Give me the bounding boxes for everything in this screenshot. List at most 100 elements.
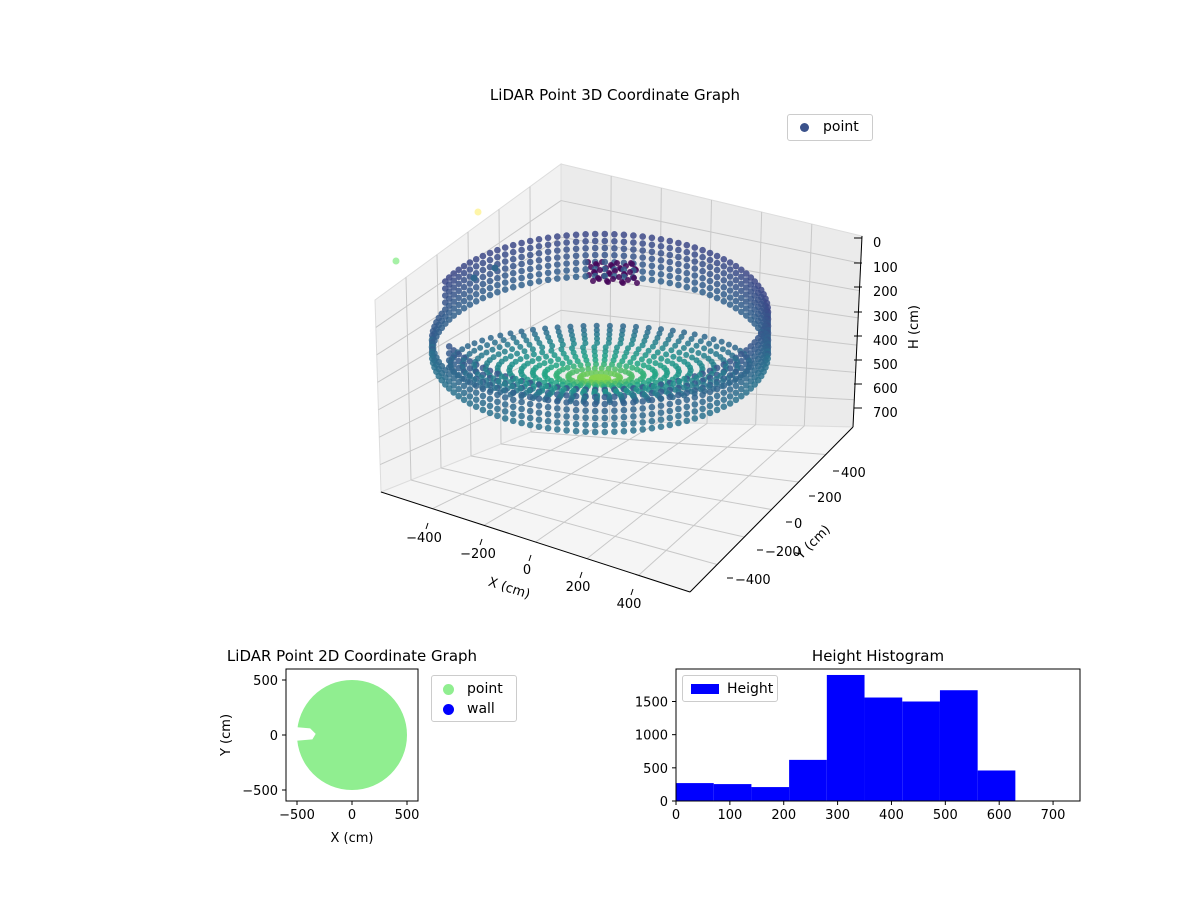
data-point <box>471 347 478 354</box>
data-point <box>521 348 528 355</box>
data-point <box>563 354 570 361</box>
data-point <box>479 294 487 302</box>
data-point <box>460 382 468 390</box>
data-point <box>518 267 525 275</box>
data-point <box>450 389 458 396</box>
data-point <box>718 338 725 345</box>
data-point <box>706 402 714 410</box>
data-point <box>699 267 706 275</box>
data-point <box>486 277 494 285</box>
data-point <box>658 355 665 362</box>
data-point <box>479 266 487 274</box>
data-point <box>639 412 646 419</box>
y-tick-label: 500 <box>643 762 668 777</box>
data-point <box>649 343 656 350</box>
data-point <box>601 428 609 436</box>
data-point <box>720 396 728 404</box>
data-point <box>691 401 699 408</box>
data-point <box>611 414 618 422</box>
data-point <box>675 253 682 261</box>
data-point <box>601 265 609 273</box>
data-point <box>591 348 598 355</box>
data-point <box>620 413 628 421</box>
data-point <box>675 412 682 420</box>
data-point <box>680 345 687 351</box>
legend-histogram: Height <box>682 675 778 702</box>
data-point <box>652 360 659 367</box>
grid-line <box>803 223 813 426</box>
data-point <box>648 276 656 284</box>
data-point <box>699 260 706 268</box>
data-point <box>681 329 688 336</box>
data-point <box>563 232 570 239</box>
data-point <box>665 336 672 343</box>
legend-2d-wall-marker <box>443 703 454 715</box>
data-point <box>455 280 463 288</box>
data-point <box>657 264 665 271</box>
data-point <box>535 250 543 257</box>
data-point <box>460 262 468 270</box>
data-point <box>551 352 558 359</box>
series-3d-points <box>392 208 772 436</box>
data-point <box>691 244 699 251</box>
data-point <box>518 328 525 335</box>
data-point <box>455 301 463 309</box>
data-point <box>658 395 664 402</box>
x-tick-label: 500 <box>395 808 420 823</box>
data-point <box>582 400 589 408</box>
data-point <box>479 287 487 295</box>
data-point <box>630 427 637 434</box>
x-tick-label: 0 <box>348 808 356 823</box>
data-point <box>486 409 494 417</box>
data-point <box>732 377 739 384</box>
data-point <box>535 257 543 264</box>
data-point <box>535 402 543 410</box>
data-point <box>518 281 525 289</box>
data-point <box>472 396 480 404</box>
data-point <box>486 256 494 264</box>
data-point <box>675 338 682 345</box>
grid-line <box>530 431 826 455</box>
data-point <box>455 392 463 400</box>
data-point <box>507 330 514 337</box>
data-point <box>725 349 732 356</box>
data-point <box>472 291 480 298</box>
data-point <box>544 403 552 411</box>
legend-3d-marker <box>800 122 809 132</box>
data-point <box>466 365 474 372</box>
data-point <box>738 280 745 288</box>
data-point <box>645 347 652 354</box>
data-point <box>572 245 580 253</box>
data-point <box>466 294 474 301</box>
data-point <box>706 291 714 299</box>
data-point <box>743 312 750 319</box>
z-tick-label: 0 <box>873 236 881 251</box>
data-point <box>455 385 463 393</box>
data-point <box>657 416 665 424</box>
data-point <box>563 239 570 246</box>
data-point <box>630 413 637 420</box>
data-point <box>732 297 740 305</box>
data-point <box>526 265 534 273</box>
data-point <box>591 421 599 429</box>
data-point <box>585 366 592 372</box>
data-point <box>486 270 494 278</box>
data-point <box>738 266 745 274</box>
data-point <box>455 273 463 281</box>
data-point <box>445 343 453 350</box>
z-tick-label: 600 <box>873 382 898 397</box>
data-point <box>509 403 517 411</box>
data-point <box>713 294 721 302</box>
data-point <box>460 269 468 277</box>
data-point <box>606 327 613 334</box>
data-point <box>509 283 517 291</box>
x-tick-label: 300 <box>825 808 850 823</box>
data-point <box>535 416 543 424</box>
data-point <box>582 273 589 280</box>
data-point <box>646 358 653 365</box>
data-point <box>699 253 706 261</box>
data-point <box>639 426 646 433</box>
x-tick-label: −500 <box>279 808 315 823</box>
data-point <box>648 234 656 242</box>
data-point <box>628 341 635 348</box>
